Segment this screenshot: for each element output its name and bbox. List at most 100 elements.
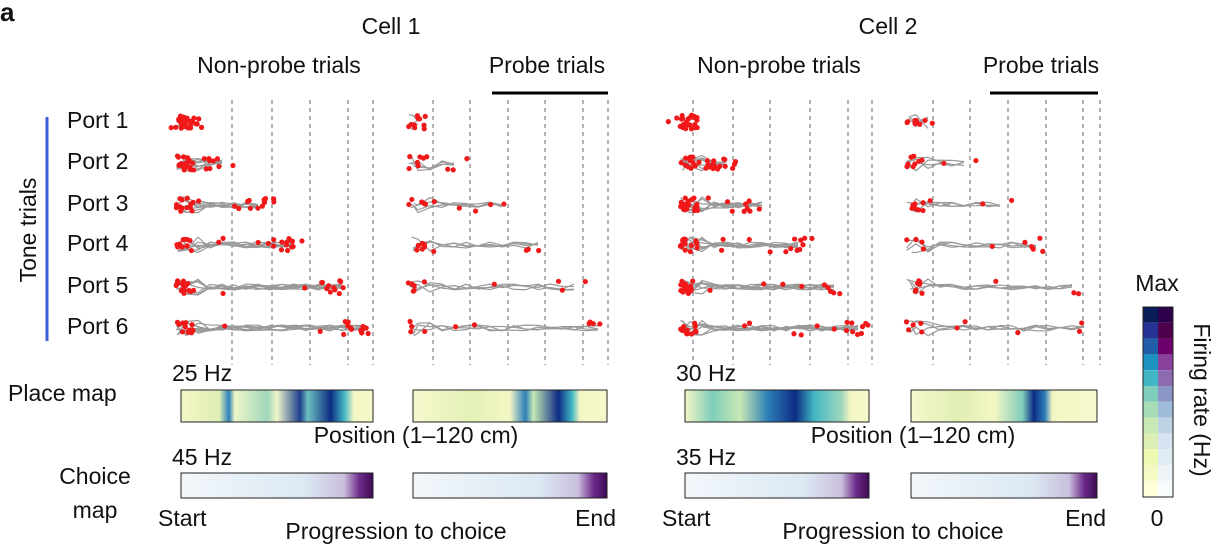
spike bbox=[682, 195, 688, 201]
spike bbox=[363, 325, 369, 331]
position-label: Position (1–120 cm) bbox=[314, 422, 519, 448]
spike bbox=[910, 322, 916, 328]
place-map bbox=[180, 389, 374, 423]
trajectory bbox=[179, 324, 367, 332]
spike bbox=[340, 285, 346, 291]
spike bbox=[261, 199, 268, 206]
condition-label: Non-probe trials bbox=[697, 52, 861, 78]
spike bbox=[1015, 330, 1021, 336]
condition-label: Probe trials bbox=[983, 52, 1099, 78]
spike bbox=[411, 122, 417, 128]
spike bbox=[187, 167, 194, 173]
spike bbox=[903, 319, 910, 325]
spike bbox=[1076, 291, 1082, 297]
spike bbox=[993, 278, 999, 284]
spike bbox=[720, 236, 726, 242]
spike bbox=[678, 326, 684, 332]
spike bbox=[1076, 328, 1083, 334]
trajectory bbox=[409, 202, 503, 211]
spike bbox=[684, 201, 690, 207]
trajectory bbox=[683, 324, 859, 336]
spike bbox=[184, 243, 190, 249]
place-map bbox=[684, 389, 870, 423]
spike bbox=[421, 122, 427, 128]
colorbar-cell bbox=[1143, 307, 1158, 323]
spike bbox=[741, 208, 747, 215]
spike bbox=[920, 207, 926, 214]
spike bbox=[682, 236, 688, 242]
colorbar-cell bbox=[1143, 354, 1158, 371]
spike bbox=[730, 165, 736, 171]
choice-map bbox=[684, 472, 870, 499]
spike bbox=[536, 247, 542, 254]
port-label: Port 6 bbox=[67, 313, 128, 339]
spike bbox=[678, 282, 684, 288]
spike bbox=[715, 166, 721, 172]
spike bbox=[680, 288, 686, 294]
spike bbox=[177, 113, 184, 119]
spike bbox=[180, 320, 186, 326]
spike bbox=[797, 246, 803, 253]
spike bbox=[191, 115, 197, 121]
spike bbox=[319, 279, 325, 286]
condition-label: Probe trials bbox=[489, 52, 605, 78]
trajectory bbox=[911, 278, 1073, 291]
spike bbox=[746, 320, 753, 326]
rows-label: Tone trials bbox=[15, 178, 41, 283]
spike bbox=[168, 125, 174, 131]
spike bbox=[181, 123, 188, 130]
panels bbox=[168, 100, 1174, 499]
trajectory bbox=[683, 322, 859, 336]
spike bbox=[464, 156, 470, 162]
spike bbox=[722, 163, 728, 169]
spike bbox=[338, 279, 344, 285]
spike bbox=[271, 199, 277, 205]
spike bbox=[523, 247, 529, 253]
spike bbox=[174, 281, 180, 287]
spike bbox=[299, 238, 305, 244]
spike bbox=[694, 245, 700, 251]
spike bbox=[178, 208, 184, 214]
spike bbox=[184, 115, 190, 121]
spike bbox=[587, 319, 593, 325]
spike bbox=[290, 243, 296, 250]
spike bbox=[798, 237, 804, 243]
spike bbox=[216, 239, 222, 245]
colorbar-cell bbox=[1158, 386, 1173, 402]
spike bbox=[419, 246, 425, 252]
spike bbox=[190, 160, 196, 166]
spike bbox=[858, 330, 865, 337]
colorbar-cell bbox=[1143, 370, 1158, 386]
spike bbox=[904, 163, 910, 170]
spike bbox=[802, 235, 808, 241]
spike bbox=[690, 278, 696, 284]
spike bbox=[203, 166, 209, 172]
spike bbox=[906, 327, 912, 333]
spike bbox=[919, 239, 925, 245]
spike bbox=[711, 163, 718, 169]
spike bbox=[220, 235, 226, 241]
colorbar-cell bbox=[1143, 449, 1158, 465]
spike bbox=[188, 247, 195, 254]
spike bbox=[741, 323, 748, 329]
choice-map-label: Choice bbox=[59, 463, 131, 489]
spike bbox=[684, 327, 690, 333]
choice-map-label: map bbox=[73, 497, 118, 523]
spike bbox=[941, 160, 947, 166]
spike bbox=[488, 201, 494, 208]
colorbar-cell bbox=[1143, 480, 1158, 497]
spike bbox=[1022, 239, 1028, 245]
spike bbox=[187, 288, 194, 295]
spike bbox=[679, 113, 685, 119]
spike bbox=[674, 115, 680, 121]
spike bbox=[821, 282, 828, 288]
trajectory bbox=[906, 236, 1037, 252]
spike bbox=[181, 290, 187, 296]
spike bbox=[187, 237, 193, 244]
spike bbox=[431, 199, 437, 205]
spike bbox=[688, 165, 694, 171]
spike bbox=[408, 329, 414, 335]
trajectory bbox=[683, 319, 859, 335]
spike bbox=[850, 329, 856, 335]
